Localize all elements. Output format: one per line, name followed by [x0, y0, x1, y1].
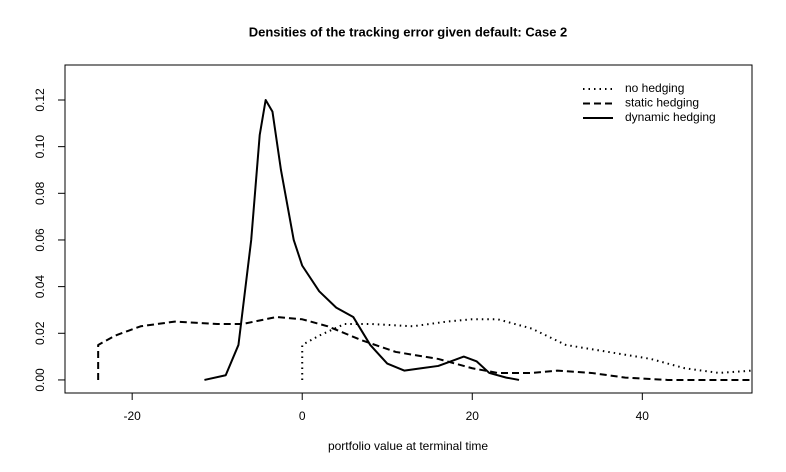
- x-tick-label: -20: [123, 409, 141, 423]
- y-tick-label: 0.10: [33, 135, 47, 159]
- chart-title: Densities of the tracking error given de…: [249, 24, 568, 39]
- x-tick-label: 40: [636, 409, 650, 423]
- y-tick-label: 0.00: [33, 368, 47, 392]
- series-line: [204, 98, 520, 381]
- y-tick-label: 0.02: [33, 321, 47, 345]
- series-line: [97, 315, 752, 381]
- plot-frame: [64, 64, 753, 394]
- legend-label: no hedging: [625, 81, 684, 95]
- x-tick-label: 0: [299, 409, 306, 423]
- y-tick-label: 0.08: [33, 181, 47, 205]
- x-axis-label: portfolio value at terminal time: [328, 439, 488, 453]
- x-tick-label: 20: [466, 409, 480, 423]
- series-line: [301, 318, 753, 380]
- legend-label: static hedging: [625, 96, 699, 110]
- y-tick-label: 0.12: [33, 88, 47, 112]
- legend-label: dynamic hedging: [625, 110, 716, 124]
- y-tick-label: 0.04: [33, 275, 47, 299]
- y-tick-label: 0.06: [33, 228, 47, 252]
